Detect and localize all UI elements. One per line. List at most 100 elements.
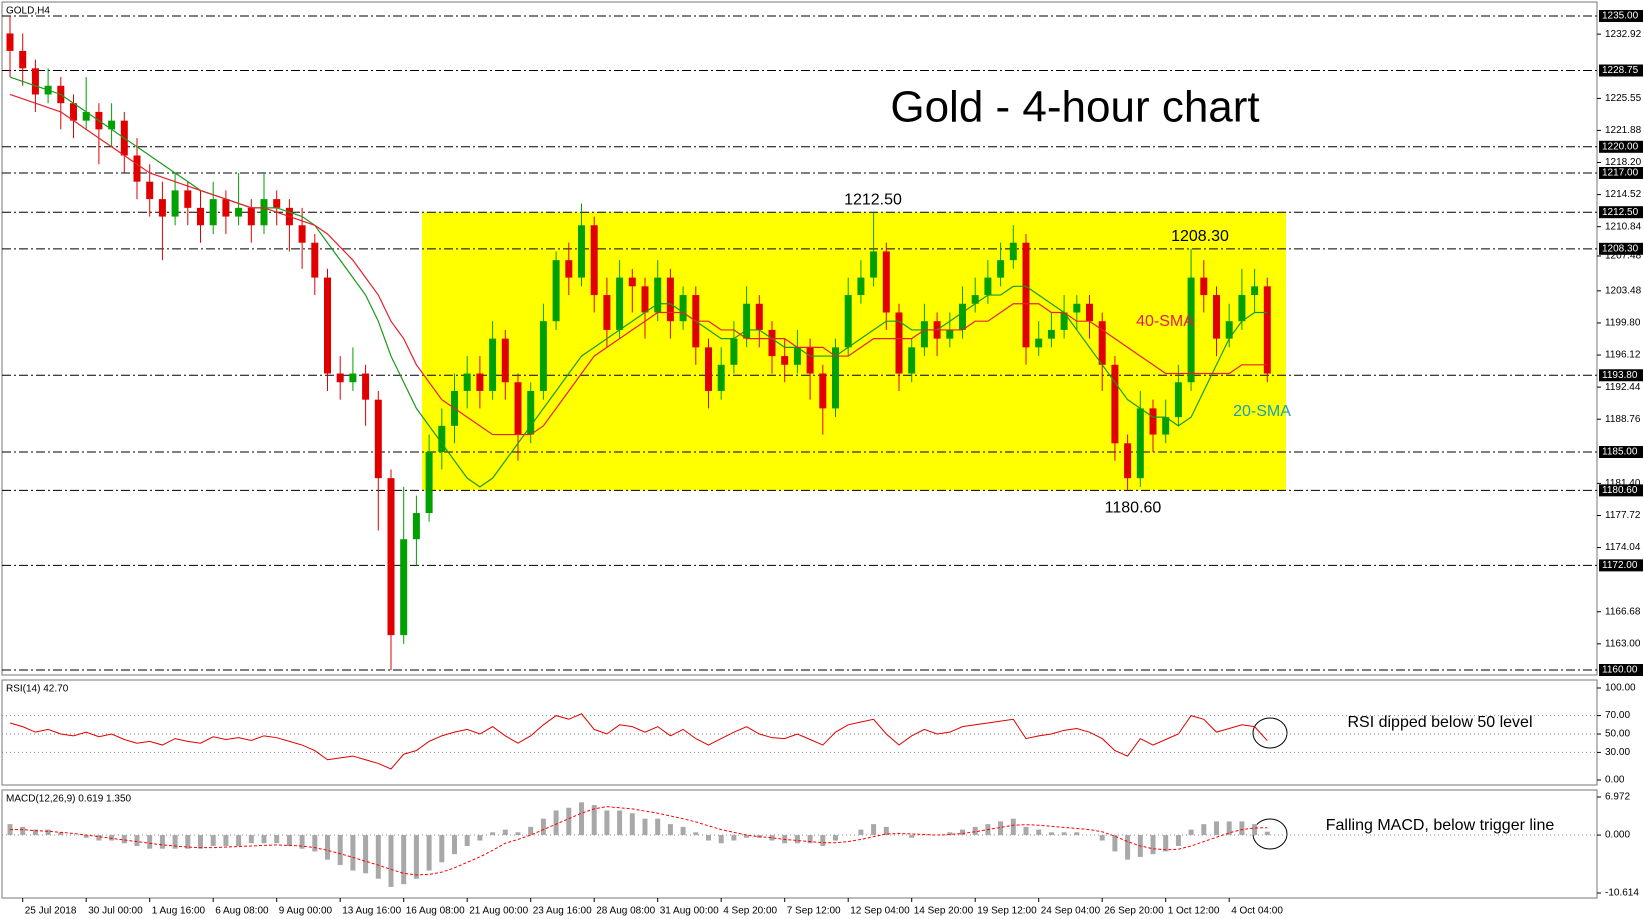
macd-bar	[83, 835, 89, 838]
x-tick-label: 4 Oct 04:00	[1231, 906, 1283, 917]
x-tick-label: 23 Aug 16:00	[533, 906, 592, 917]
y-tick-label: 1188.76	[1605, 414, 1641, 425]
macd-bar	[274, 835, 280, 844]
candle-body	[1200, 277, 1208, 296]
macd-bar	[566, 807, 572, 836]
y-tick-label: -10.614	[1605, 888, 1639, 899]
macd-bar	[540, 818, 546, 836]
y-tick-label: 50.00	[1605, 729, 1630, 740]
macd-bar	[413, 835, 419, 879]
candle-body	[1098, 321, 1106, 365]
candle-body	[1251, 286, 1259, 296]
candle-body	[108, 120, 116, 130]
macd-bar	[1048, 832, 1054, 836]
macd-bar	[172, 835, 178, 849]
candle-body	[209, 199, 217, 226]
macd-bar	[198, 835, 203, 849]
candle-body	[819, 373, 827, 409]
x-tick-label: 31 Aug 00:00	[660, 906, 719, 917]
candle-body	[324, 277, 331, 374]
candle-body	[1187, 277, 1195, 383]
candle-body	[552, 260, 560, 322]
candle-body	[184, 190, 192, 208]
y-tick-label: 30.00	[1605, 747, 1630, 758]
macd-bar	[1099, 835, 1105, 841]
candle-body	[654, 277, 662, 313]
macd-bar	[1125, 835, 1131, 860]
macd-bar	[1175, 835, 1181, 846]
candle-body	[717, 364, 725, 391]
candle-body	[1162, 417, 1170, 435]
panel-frame	[1, 1, 1598, 676]
y-tick-label: 70.00	[1605, 710, 1630, 721]
macd-bar	[1163, 835, 1169, 852]
level-label-box	[1599, 664, 1643, 676]
macd-bar	[960, 829, 965, 836]
candle-body	[730, 338, 738, 365]
candle-body	[857, 277, 865, 296]
candle-body	[260, 199, 268, 226]
macd-bar	[617, 810, 623, 836]
macd-bar	[591, 805, 597, 836]
level-label: 1208.30	[1602, 243, 1639, 254]
macd-bar	[833, 835, 838, 841]
candle-body	[146, 181, 154, 200]
level-label: 1172.00	[1602, 560, 1638, 571]
macd-bar	[439, 835, 445, 863]
y-tick-label: 1166.68	[1605, 606, 1641, 617]
macd-bar	[604, 810, 610, 836]
macd-bar	[1023, 826, 1029, 836]
x-tick-label: 1 Oct 12:00	[1168, 906, 1220, 917]
macd-bar	[1214, 821, 1219, 836]
macd-bar	[1188, 829, 1194, 836]
macd-bar	[642, 818, 648, 836]
macd-bar	[1239, 821, 1245, 836]
macd-bar	[909, 835, 915, 838]
candle-body	[959, 303, 966, 330]
macd-bar	[1112, 835, 1118, 852]
macd-bar	[312, 835, 318, 852]
y-tick-label: 1199.80	[1605, 318, 1641, 329]
candle-body	[603, 295, 611, 330]
candle-body	[425, 452, 433, 514]
candle-body	[895, 312, 903, 374]
macd-bar	[477, 835, 483, 841]
y-tick-label: 1181.40	[1605, 478, 1641, 489]
macd-bar	[1150, 835, 1156, 855]
sma-label: 40-SMA	[1136, 313, 1194, 330]
macd-bar	[794, 835, 800, 844]
macd-bar	[1010, 818, 1016, 836]
macd-bar	[210, 835, 216, 846]
candle-body	[755, 303, 763, 330]
x-tick-label: 1 Aug 16:00	[152, 906, 206, 917]
candle-body	[463, 373, 471, 391]
macd-bar	[1061, 832, 1067, 836]
x-tick-label: 12 Sep 04:00	[850, 906, 910, 917]
candle-body	[578, 225, 585, 278]
candle-body	[514, 382, 522, 435]
candle-body	[1111, 364, 1119, 444]
candle-body	[1225, 321, 1233, 339]
candle-body	[133, 155, 141, 182]
level-label-box	[1599, 166, 1643, 179]
candle-body	[946, 329, 954, 339]
macd-bar	[464, 835, 470, 846]
candle-body	[806, 347, 814, 374]
macd-bar	[299, 835, 305, 849]
macd-bar	[769, 835, 775, 841]
panel-frame	[1, 789, 1598, 899]
candle-body	[984, 277, 992, 296]
candle-body	[349, 373, 357, 383]
candle-body	[616, 277, 624, 330]
macd-bar	[452, 835, 457, 855]
level-label-box	[1599, 369, 1643, 382]
candle-body	[1035, 338, 1043, 348]
level-label: 1193.80	[1602, 370, 1638, 381]
macd-bar	[121, 835, 127, 844]
y-tick-label: 1177.72	[1605, 510, 1641, 521]
macd-bar	[820, 835, 826, 846]
candle-body	[1124, 443, 1132, 479]
candle-body	[31, 68, 39, 95]
candle-body	[336, 373, 344, 383]
level-label-box	[1599, 140, 1643, 153]
